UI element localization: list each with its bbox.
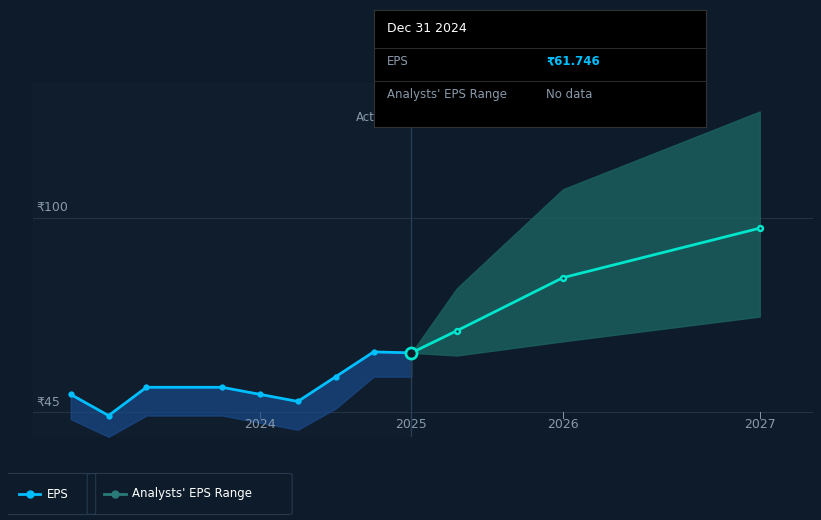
Text: ₹45: ₹45 (36, 396, 60, 409)
Text: Analysts Forecasts: Analysts Forecasts (429, 111, 539, 124)
Text: Analysts' EPS Range: Analysts' EPS Range (387, 87, 507, 101)
Text: 2025: 2025 (396, 419, 428, 432)
Text: EPS: EPS (387, 55, 409, 68)
Text: 2026: 2026 (547, 419, 579, 432)
Text: Analysts' EPS Range: Analysts' EPS Range (132, 488, 252, 500)
Text: ₹100: ₹100 (36, 201, 68, 214)
Text: ₹61.746: ₹61.746 (547, 55, 600, 68)
Text: EPS: EPS (47, 488, 68, 500)
Text: 2024: 2024 (244, 419, 276, 432)
Text: Dec 31 2024: Dec 31 2024 (387, 22, 466, 35)
Text: 2027: 2027 (744, 419, 776, 432)
Text: Actual: Actual (356, 111, 393, 124)
Bar (33, 83, 411, 437)
Text: No data: No data (547, 87, 593, 101)
